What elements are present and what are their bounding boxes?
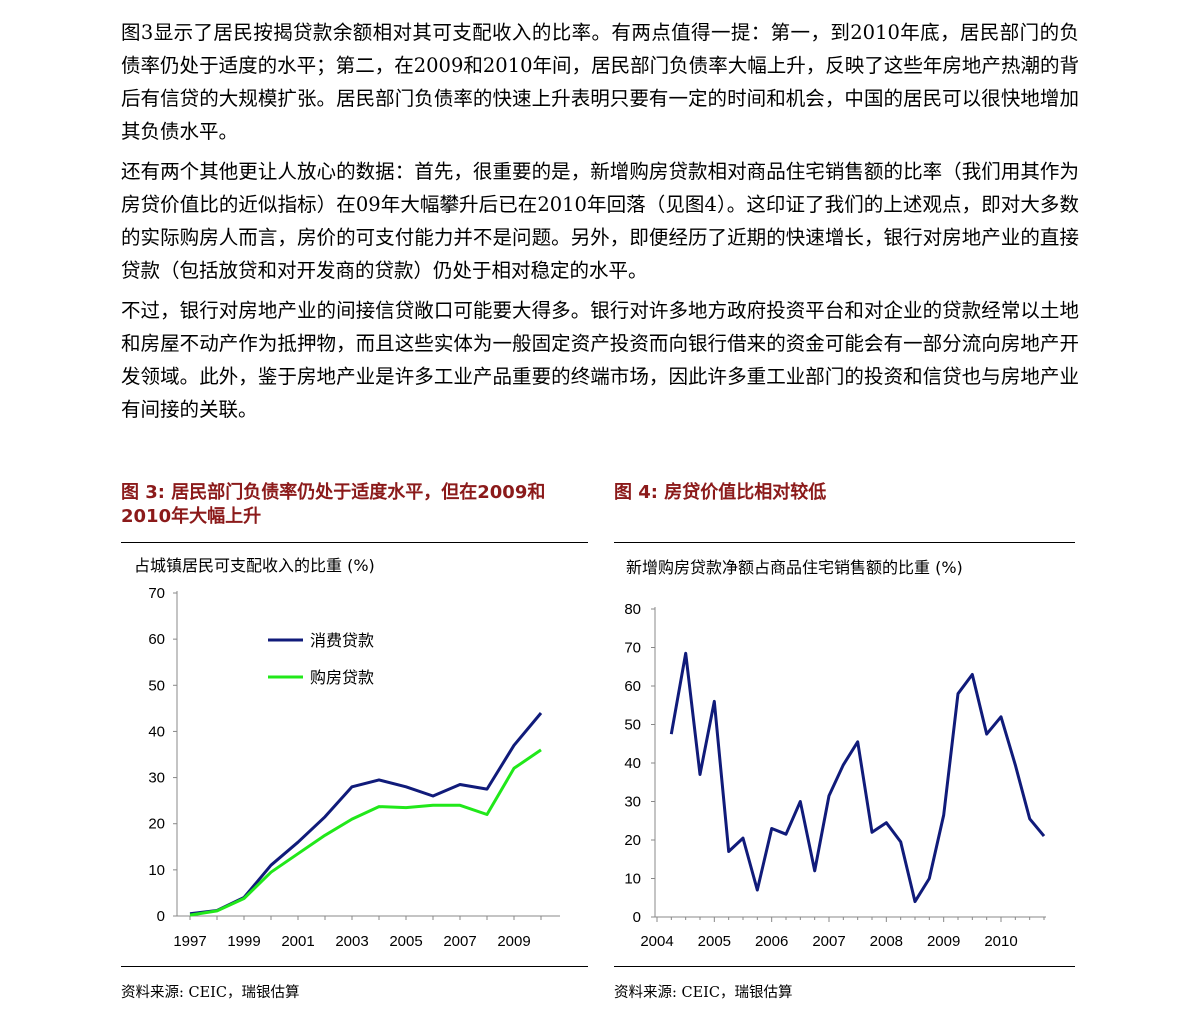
figure-3-series-line-mortgage — [189, 748, 542, 917]
figure-3-x-tick-label: 2001 — [281, 933, 314, 950]
figure-4-y-tick-label: 10 — [624, 871, 641, 888]
paragraph-3: 不过，银行对房地产业的间接信贷敞口可能要大得多。银行对许多地方政府投资平台和对企… — [121, 299, 1079, 421]
figure-4-title: 图 4: 房贷价值比相对较低 — [614, 482, 827, 503]
figure-3-y-tick-label: 0 — [157, 908, 165, 925]
paragraph-1: 图3显示了居民按揭贷款余额相对其可支配收入的比率。有两点值得一提：第一，到201… — [121, 21, 1079, 143]
figure-3-top-rule — [121, 542, 588, 543]
figure-4-y-tick-label: 0 — [633, 909, 641, 926]
figure-3-y-tick-label: 60 — [148, 631, 165, 648]
figure-3-y-tick-label: 70 — [148, 585, 165, 602]
figure-3-legend-label: 购房贷款 — [310, 668, 374, 687]
figure-3-y-tick-label: 30 — [148, 770, 165, 787]
figure-4-y-label: 新增购房贷款净额占商品住宅销售额的比重 (%) — [626, 558, 963, 577]
figure-3-bottom-rule — [121, 966, 588, 967]
figure-4-series-line — [669, 651, 1046, 904]
figure-3-x-tick-label: 1997 — [173, 933, 206, 950]
figure-4-bottom-rule — [614, 966, 1075, 967]
figure-3-source: 资料来源: CEIC，瑞银估算 — [121, 985, 300, 1001]
figure-3-x-tick-label: 2009 — [497, 933, 530, 950]
figure-3-legend-label: 消费贷款 — [310, 631, 374, 650]
figure-4-x-tick-label: 2006 — [755, 933, 788, 950]
figure-3-y-tick-label: 40 — [148, 723, 165, 740]
figure-4-y-tick-label: 50 — [624, 717, 641, 734]
figure-4-y-tick-label: 60 — [624, 678, 641, 695]
figure-3-x-tick-label: 2005 — [389, 933, 422, 950]
figure-4-source: 资料来源: CEIC，瑞银估算 — [614, 985, 793, 1001]
figure-3-y-tick-label: 50 — [148, 677, 165, 694]
figure-4-x-tick-label: 2004 — [640, 933, 673, 950]
figure-3-y-tick-label: 20 — [148, 816, 165, 833]
figure-4-x-tick-label: 2009 — [927, 933, 960, 950]
figure-3-title: 图 3: 居民部门负债率仍处于适度水平，但在2009和2010年大幅上升 — [121, 482, 546, 527]
figure-3-x-tick-label: 2007 — [443, 933, 476, 950]
figure-3-x-tick-label: 2003 — [335, 933, 368, 950]
figure-4-top-rule — [614, 542, 1075, 543]
figure-3-y-label: 占城镇居民可支配收入的比重 (%) — [134, 556, 375, 575]
figure-4-y-tick-label: 20 — [624, 832, 641, 849]
figure-4-y-tick-label: 70 — [624, 640, 641, 657]
figure-3-x-tick-label: 1999 — [227, 933, 260, 950]
figure-3-y-tick-label: 10 — [148, 862, 165, 879]
paragraph-2: 还有两个其他更让人放心的数据：首先，很重要的是，新增购房贷款相对商品住宅销售额的… — [121, 160, 1079, 282]
figure-4-x-tick-label: 2010 — [984, 933, 1017, 950]
figure-4-y-tick-label: 40 — [624, 755, 641, 772]
figure-4-x-tick-label: 2005 — [698, 933, 731, 950]
figure-4-x-tick-label: 2008 — [870, 933, 903, 950]
figure-4-x-tick-label: 2007 — [812, 933, 845, 950]
figure-4-y-tick-label: 80 — [624, 601, 641, 618]
figure-4-y-tick-label: 30 — [624, 794, 641, 811]
